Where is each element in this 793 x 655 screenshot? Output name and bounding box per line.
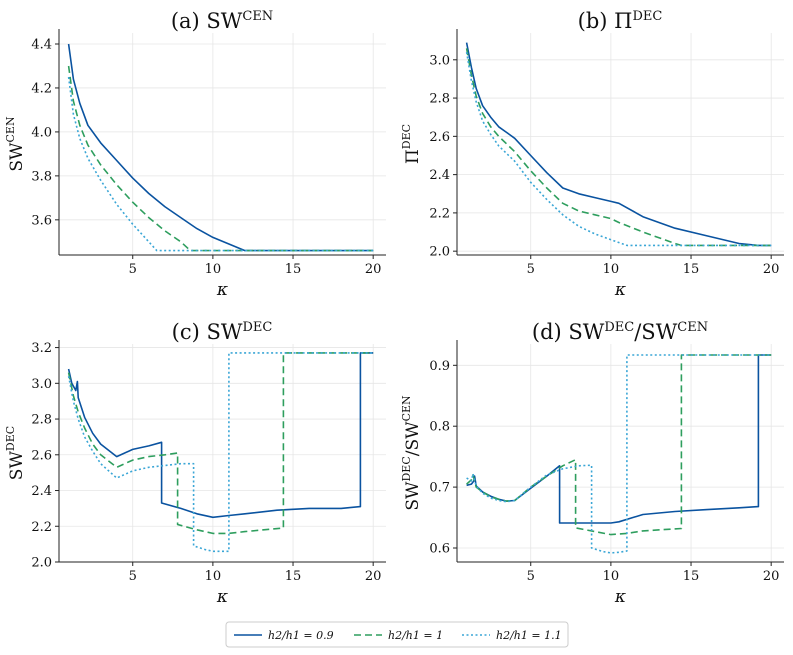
x-tick-label: 5 [527,569,535,584]
y-tick-label: 2.4 [31,484,52,499]
y-tick-label: 2.8 [429,92,450,107]
series-line-1 [465,42,772,247]
chart-panel-1: 5 10 15 20 3.6 3.8 4.0 4.2 4.4 (a) SWCEN​ κ SWCEN​ [4,9,386,300]
y-tick-label: 2.6 [31,448,52,463]
y-tick-label: 3.0 [31,377,52,392]
y-tick-label: 2.4 [429,168,450,183]
y-tick-label: 0.7 [429,481,450,496]
legend-label: h2/h1 = 0.9 [268,629,334,642]
y-tick-label: 4.4 [31,37,52,52]
x-axis-label: κ [614,587,626,607]
series-line-2 [466,354,772,536]
series-line-3 [67,352,374,553]
x-tick-label: 10 [603,262,620,277]
y-tick-label: 3.0 [429,53,450,68]
y-tick-label: 0.9 [429,359,450,374]
chart-title: (c) SWDEC​ [172,320,273,344]
chart-title: (d) SWDEC​/SWCEN​ [532,320,708,344]
legend-label: h2/h1 = 1 [388,629,443,642]
x-tick-label: 20 [763,569,780,584]
series-line-2 [465,48,772,247]
series-line-2 [67,65,374,252]
legend-box [225,621,569,648]
chart-title: (a) SWCEN​ [171,9,273,33]
y-tick-label: 3.8 [31,169,52,184]
y-axis-label: SWDEC​ [4,426,27,480]
chart-panel-4: 5 10 15 20 0.6 0.7 0.8 0.9 (d) SWDEC​/SWCEN​ κ SWD… [400,320,784,607]
y-tick-label: 4.2 [31,81,52,96]
chart-panel-3: 5 10 15 20 2.0 2.2 2.4 2.6 2.8 3.0 3.2 (c) SWDEC​ κ S… [4,320,386,607]
x-tick-label: 10 [205,569,222,584]
x-tick-label: 5 [527,262,535,277]
series-line-3 [466,354,772,554]
x-axis-label: κ [614,280,626,300]
x-tick-label: 5 [129,262,137,277]
legend: h2/h1 = 0.9 h2/h1 = 1 h2/h1 = 1.1 [225,621,569,648]
x-tick-label: 10 [205,262,222,277]
y-tick-label: 2.2 [429,206,450,221]
y-tick-label: 0.8 [429,420,450,435]
y-tick-label: 4.0 [31,125,52,140]
x-tick-label: 20 [365,262,382,277]
y-tick-label: 2.0 [31,556,52,571]
chart-panel-2: 5 10 15 20 2.0 2.2 2.4 2.6 2.8 3.0 (b) ΠDEC​ κ ΠDEC​ [400,9,784,300]
x-tick-label: 20 [763,262,780,277]
legend-label: h2/h1 = 1.1 [496,629,562,642]
y-axis-label: SWCEN​ [4,116,27,172]
x-axis-label: κ [216,587,228,607]
x-axis-label: κ [216,280,228,300]
y-tick-label: 3.6 [31,213,52,228]
series-line-1 [466,354,772,524]
x-tick-label: 20 [365,569,382,584]
x-tick-label: 15 [285,569,302,584]
y-tick-label: 2.8 [31,413,52,428]
y-tick-label: 3.2 [31,341,52,356]
x-tick-label: 15 [285,262,302,277]
y-tick-label: 2.6 [429,130,450,145]
chart-title: (b) ΠDEC​ [578,9,663,33]
y-tick-label: 2.2 [31,520,52,535]
x-tick-label: 15 [683,262,700,277]
series-line-2 [67,352,374,535]
series-line-3 [67,76,374,252]
y-axis-label: SWDEC​/SWCEN​ [400,395,423,511]
x-tick-label: 10 [603,569,620,584]
series-line-1 [67,352,374,519]
series-line-3 [465,51,772,247]
y-axis-label: ΠDEC​ [400,124,423,164]
y-tick-label: 0.6 [429,541,450,556]
x-tick-label: 5 [129,569,137,584]
x-tick-label: 15 [683,569,700,584]
y-tick-label: 2.0 [429,245,450,260]
